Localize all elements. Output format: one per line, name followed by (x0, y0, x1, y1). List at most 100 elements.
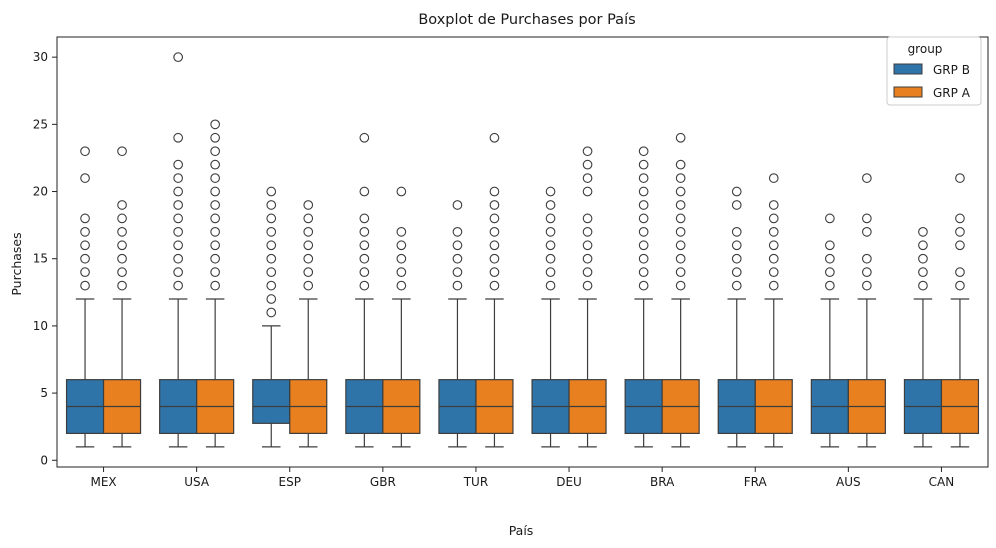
outlier-point (210, 267, 220, 278)
outlier-point (452, 280, 463, 291)
box-tur-grp-b (438, 200, 477, 448)
outlier-point (955, 267, 965, 278)
x-tick-label-esp: ESP (279, 475, 301, 489)
outlier-point (396, 226, 407, 237)
outlier-point (210, 226, 220, 237)
outlier-point (489, 253, 500, 264)
outlier-point (303, 213, 314, 224)
outlier-point (173, 226, 183, 237)
box-mex-grp-a (102, 146, 142, 448)
outlier-point (675, 280, 686, 291)
outlier-point (210, 159, 220, 170)
outlier-point (452, 267, 463, 278)
outlier-point (768, 267, 779, 278)
outlier-point (173, 240, 183, 251)
outlier-point (266, 213, 277, 224)
box-can-grp-a (940, 173, 980, 448)
outlier-point (638, 146, 649, 157)
outlier-point (918, 226, 928, 237)
outlier-point (489, 186, 500, 197)
outlier-point (675, 267, 686, 278)
outlier-point (80, 173, 90, 183)
outlier-point (861, 267, 872, 278)
legend-label-grp-b: GRP B (933, 63, 970, 77)
outlier-point (768, 213, 779, 224)
outlier-point (359, 186, 370, 197)
outlier-point (731, 280, 742, 291)
outlier-point (675, 186, 686, 197)
outlier-point (117, 213, 127, 224)
outlier-point (396, 267, 407, 278)
x-tick-label-tur: TUR (463, 475, 488, 489)
outlier-point (173, 173, 183, 183)
box-usa-grp-a (196, 119, 235, 448)
outlier-point (173, 267, 183, 278)
x-tick-label-deu: DEU (556, 475, 582, 489)
outlier-point (359, 253, 370, 264)
outlier-point (359, 213, 370, 224)
box-can-grp-b (903, 226, 943, 448)
axes-frame (56, 36, 989, 468)
outlier-point (824, 280, 835, 291)
box-deu-grp-a (568, 146, 607, 448)
y-tick-label: 30 (33, 50, 48, 64)
outlier-point (117, 267, 127, 278)
outlier-point (955, 226, 965, 237)
outlier-point (117, 280, 127, 291)
outlier-point (303, 240, 314, 251)
box-deu-grp-b (531, 186, 570, 448)
outlier-point (80, 240, 90, 251)
outlier-point (545, 186, 556, 197)
outlier-point (266, 267, 277, 278)
outlier-point (210, 213, 220, 224)
y-tick-label: 15 (33, 252, 48, 266)
outlier-point (768, 240, 779, 251)
outlier-point (545, 213, 556, 224)
outlier-point (117, 146, 127, 157)
box-bra-grp-b (624, 146, 663, 448)
outlier-point (861, 173, 872, 183)
outlier-point (545, 200, 556, 210)
x-tick-label-usa: USA (184, 475, 210, 489)
outlier-point (824, 240, 835, 251)
outlier-point (545, 240, 556, 251)
outlier-point (117, 200, 127, 210)
legend: group GRP B GRP A (886, 36, 982, 106)
outlier-point (489, 240, 500, 251)
y-tick-label: 5 (40, 386, 48, 400)
outlier-point (638, 159, 649, 170)
box-bra-grp-a (661, 132, 700, 448)
outlier-point (824, 253, 835, 264)
outlier-point (861, 213, 872, 224)
outlier-point (638, 173, 649, 183)
outlier-point (452, 226, 463, 237)
outlier-point (80, 146, 90, 157)
outlier-point (675, 200, 686, 210)
outlier-point (173, 186, 183, 197)
outlier-point (210, 132, 220, 143)
outlier-point (638, 213, 649, 224)
x-tick-label-fra: FRA (744, 475, 768, 489)
outlier-point (489, 267, 500, 278)
outlier-point (955, 213, 965, 224)
y-tick-label: 0 (40, 453, 48, 467)
outlier-point (638, 240, 649, 251)
outlier-point (861, 253, 872, 264)
outlier-point (955, 240, 965, 251)
outlier-point (731, 186, 742, 197)
outlier-point (861, 226, 872, 237)
box-esp-grp-b (252, 186, 291, 448)
box-tur-grp-a (475, 132, 514, 448)
outlier-point (731, 240, 742, 251)
outlier-point (768, 226, 779, 237)
outlier-point (824, 267, 835, 278)
outlier-point (731, 226, 742, 237)
outlier-point (80, 280, 90, 291)
outlier-point (303, 280, 314, 291)
outlier-point (582, 240, 593, 251)
outlier-point (210, 200, 220, 210)
outlier-point (452, 253, 463, 264)
box-fra-grp-a (754, 173, 793, 448)
